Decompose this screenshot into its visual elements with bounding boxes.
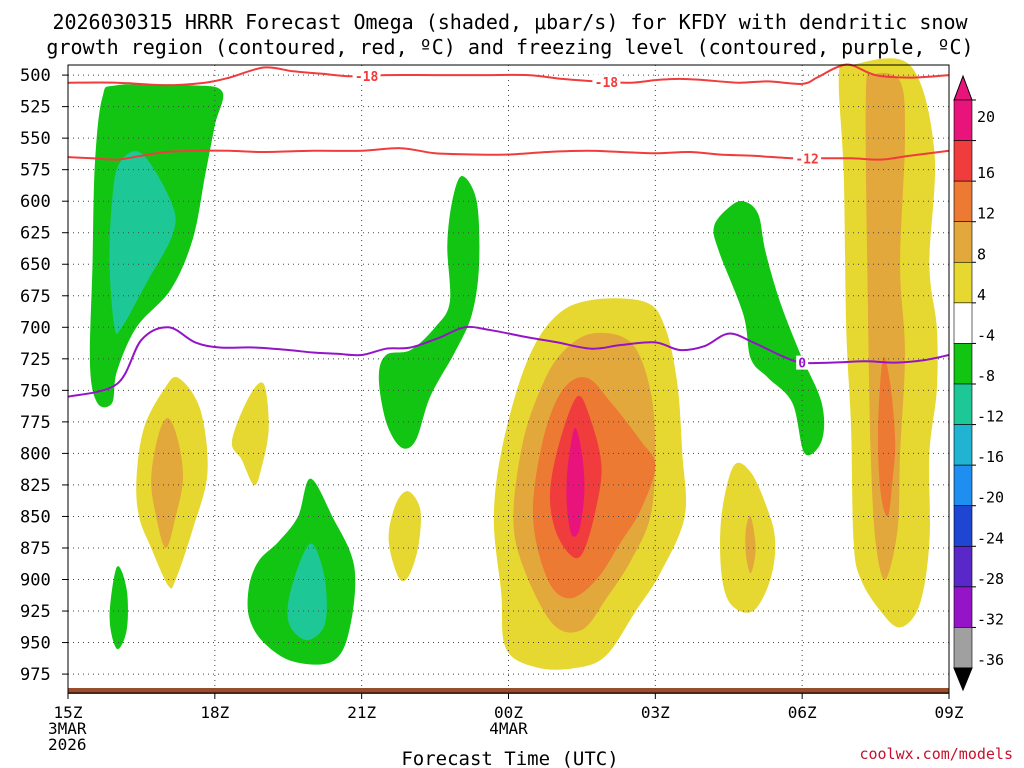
y-tick-label: 850	[20, 507, 51, 527]
contour-label: -18	[595, 76, 619, 91]
colorbar-label: -16	[977, 448, 1004, 466]
y-tick-label: 525	[20, 98, 51, 118]
contour-label-bg	[796, 355, 809, 370]
colorbar-swatch	[953, 545, 973, 588]
colorbar-top-arrow	[953, 74, 973, 101]
y-tick-label: 875	[20, 539, 51, 559]
grid-lines	[68, 65, 949, 693]
omega-region-yellow-2230	[388, 491, 421, 582]
contour-label: 0	[798, 357, 806, 372]
omega-region-teal-early	[109, 151, 176, 335]
y-tick-label: 925	[20, 602, 51, 622]
omega-region-orange2-0800	[877, 357, 896, 517]
omega-region-green-2130	[378, 176, 480, 449]
omega-region-magenta-0130	[566, 427, 585, 537]
omega-region-teal-2000	[287, 543, 327, 641]
contour-dgz-minus18	[67, 63, 950, 87]
colorbar-bottom-arrow	[953, 667, 973, 692]
y-tick-label: 825	[20, 476, 51, 496]
omega-region-orange-0500	[745, 515, 756, 574]
colorbar-swatch	[953, 383, 973, 425]
omega-region-orange-1700	[151, 417, 184, 548]
colorbar-swatch	[953, 221, 973, 263]
contour-label: -12	[795, 152, 818, 167]
colorbar-label: -4	[977, 326, 995, 344]
colorbar-label: 20	[977, 108, 995, 126]
contour-label-bg	[352, 68, 381, 83]
y-tick-label: 750	[20, 381, 51, 401]
temperature-contours: -18 -18 -12 0	[67, 63, 950, 398]
x-tick-label: 3MAR	[48, 719, 87, 738]
x-tick-label: 06Z	[788, 703, 817, 722]
omega-region-orange1-0800	[865, 72, 906, 580]
x-tick-label: 15Z	[54, 703, 83, 722]
colorbar-label: 16	[977, 164, 995, 182]
colorbar-label: 4	[977, 286, 986, 304]
colorbar-swatch	[953, 464, 973, 507]
colorbar: 20 16 12 8 4 -4 -8 -12 -16 -20 -24 -28 -32 -36	[953, 74, 1004, 692]
ground-surface	[68, 688, 949, 694]
omega-region-green-small	[109, 566, 128, 650]
y-tick-label: 725	[20, 350, 51, 370]
x-tick-label: 03Z	[641, 703, 670, 722]
contour-label-bg	[592, 74, 621, 89]
x-tick-label: 21Z	[347, 703, 376, 722]
y-tick-label: 550	[20, 129, 51, 149]
contour-label-bg	[793, 151, 822, 166]
colorbar-swatch	[953, 505, 973, 547]
credit-link[interactable]: coolwx.com/models	[859, 745, 1013, 763]
colorbar-label: 8	[977, 245, 986, 263]
y-tick-label: 500	[20, 66, 51, 86]
colorbar-label: -24	[977, 529, 1004, 547]
chart-title: 2026030315 HRRR Forecast Omega (shaded, …	[46, 10, 973, 59]
omega-region-yellow-1830	[231, 382, 269, 486]
y-tick-label: 975	[20, 665, 51, 685]
y-tick-label: 625	[20, 224, 51, 244]
x-tick-label: 2026	[48, 735, 87, 754]
y-tick-label: 775	[20, 413, 51, 433]
x-tick-label: 18Z	[200, 703, 229, 722]
colorbar-label: -28	[977, 570, 1004, 588]
colorbar-swatch	[953, 99, 973, 141]
x-axis-label: Forecast Time (UTC)	[401, 748, 618, 768]
colorbar-label: -36	[977, 651, 1004, 669]
y-tick-label: 900	[20, 571, 51, 591]
colorbar-label: -20	[977, 489, 1004, 507]
colorbar-label: -32	[977, 610, 1004, 628]
colorbar-swatch	[953, 302, 973, 344]
colorbar-label: 12	[977, 205, 995, 223]
x-tick-label: 00Z	[494, 703, 523, 722]
colorbar-label: -8	[977, 367, 995, 385]
colorbar-swatch	[953, 140, 973, 182]
y-axis: 500 525 550 575 600 625 650 675 700 725 750 775 800 8…	[20, 66, 68, 685]
y-tick-label: 575	[20, 161, 51, 181]
contour-label: -18	[355, 70, 379, 85]
colorbar-label: -12	[977, 408, 1004, 426]
title-line-2: growth region (contoured, red, ºC) and f…	[46, 35, 973, 59]
colorbar-swatch	[953, 627, 973, 669]
y-tick-label: 650	[20, 255, 51, 275]
colorbar-swatch	[953, 424, 973, 466]
x-tick-label: 4MAR	[489, 719, 528, 738]
omega-region-green-0530	[713, 200, 825, 456]
colorbar-swatch	[953, 586, 973, 628]
title-line-1: 2026030315 HRRR Forecast Omega (shaded, …	[52, 10, 968, 34]
colorbar-swatch	[953, 180, 973, 223]
colorbar-swatch	[953, 343, 973, 385]
x-tick-label: 09Z	[935, 703, 964, 722]
y-tick-label: 950	[20, 634, 51, 654]
colorbar-swatch	[953, 261, 973, 304]
y-tick-label: 600	[20, 192, 51, 212]
y-tick-label: 675	[20, 287, 51, 307]
y-tick-label: 700	[20, 318, 51, 338]
y-tick-label: 800	[20, 444, 51, 464]
